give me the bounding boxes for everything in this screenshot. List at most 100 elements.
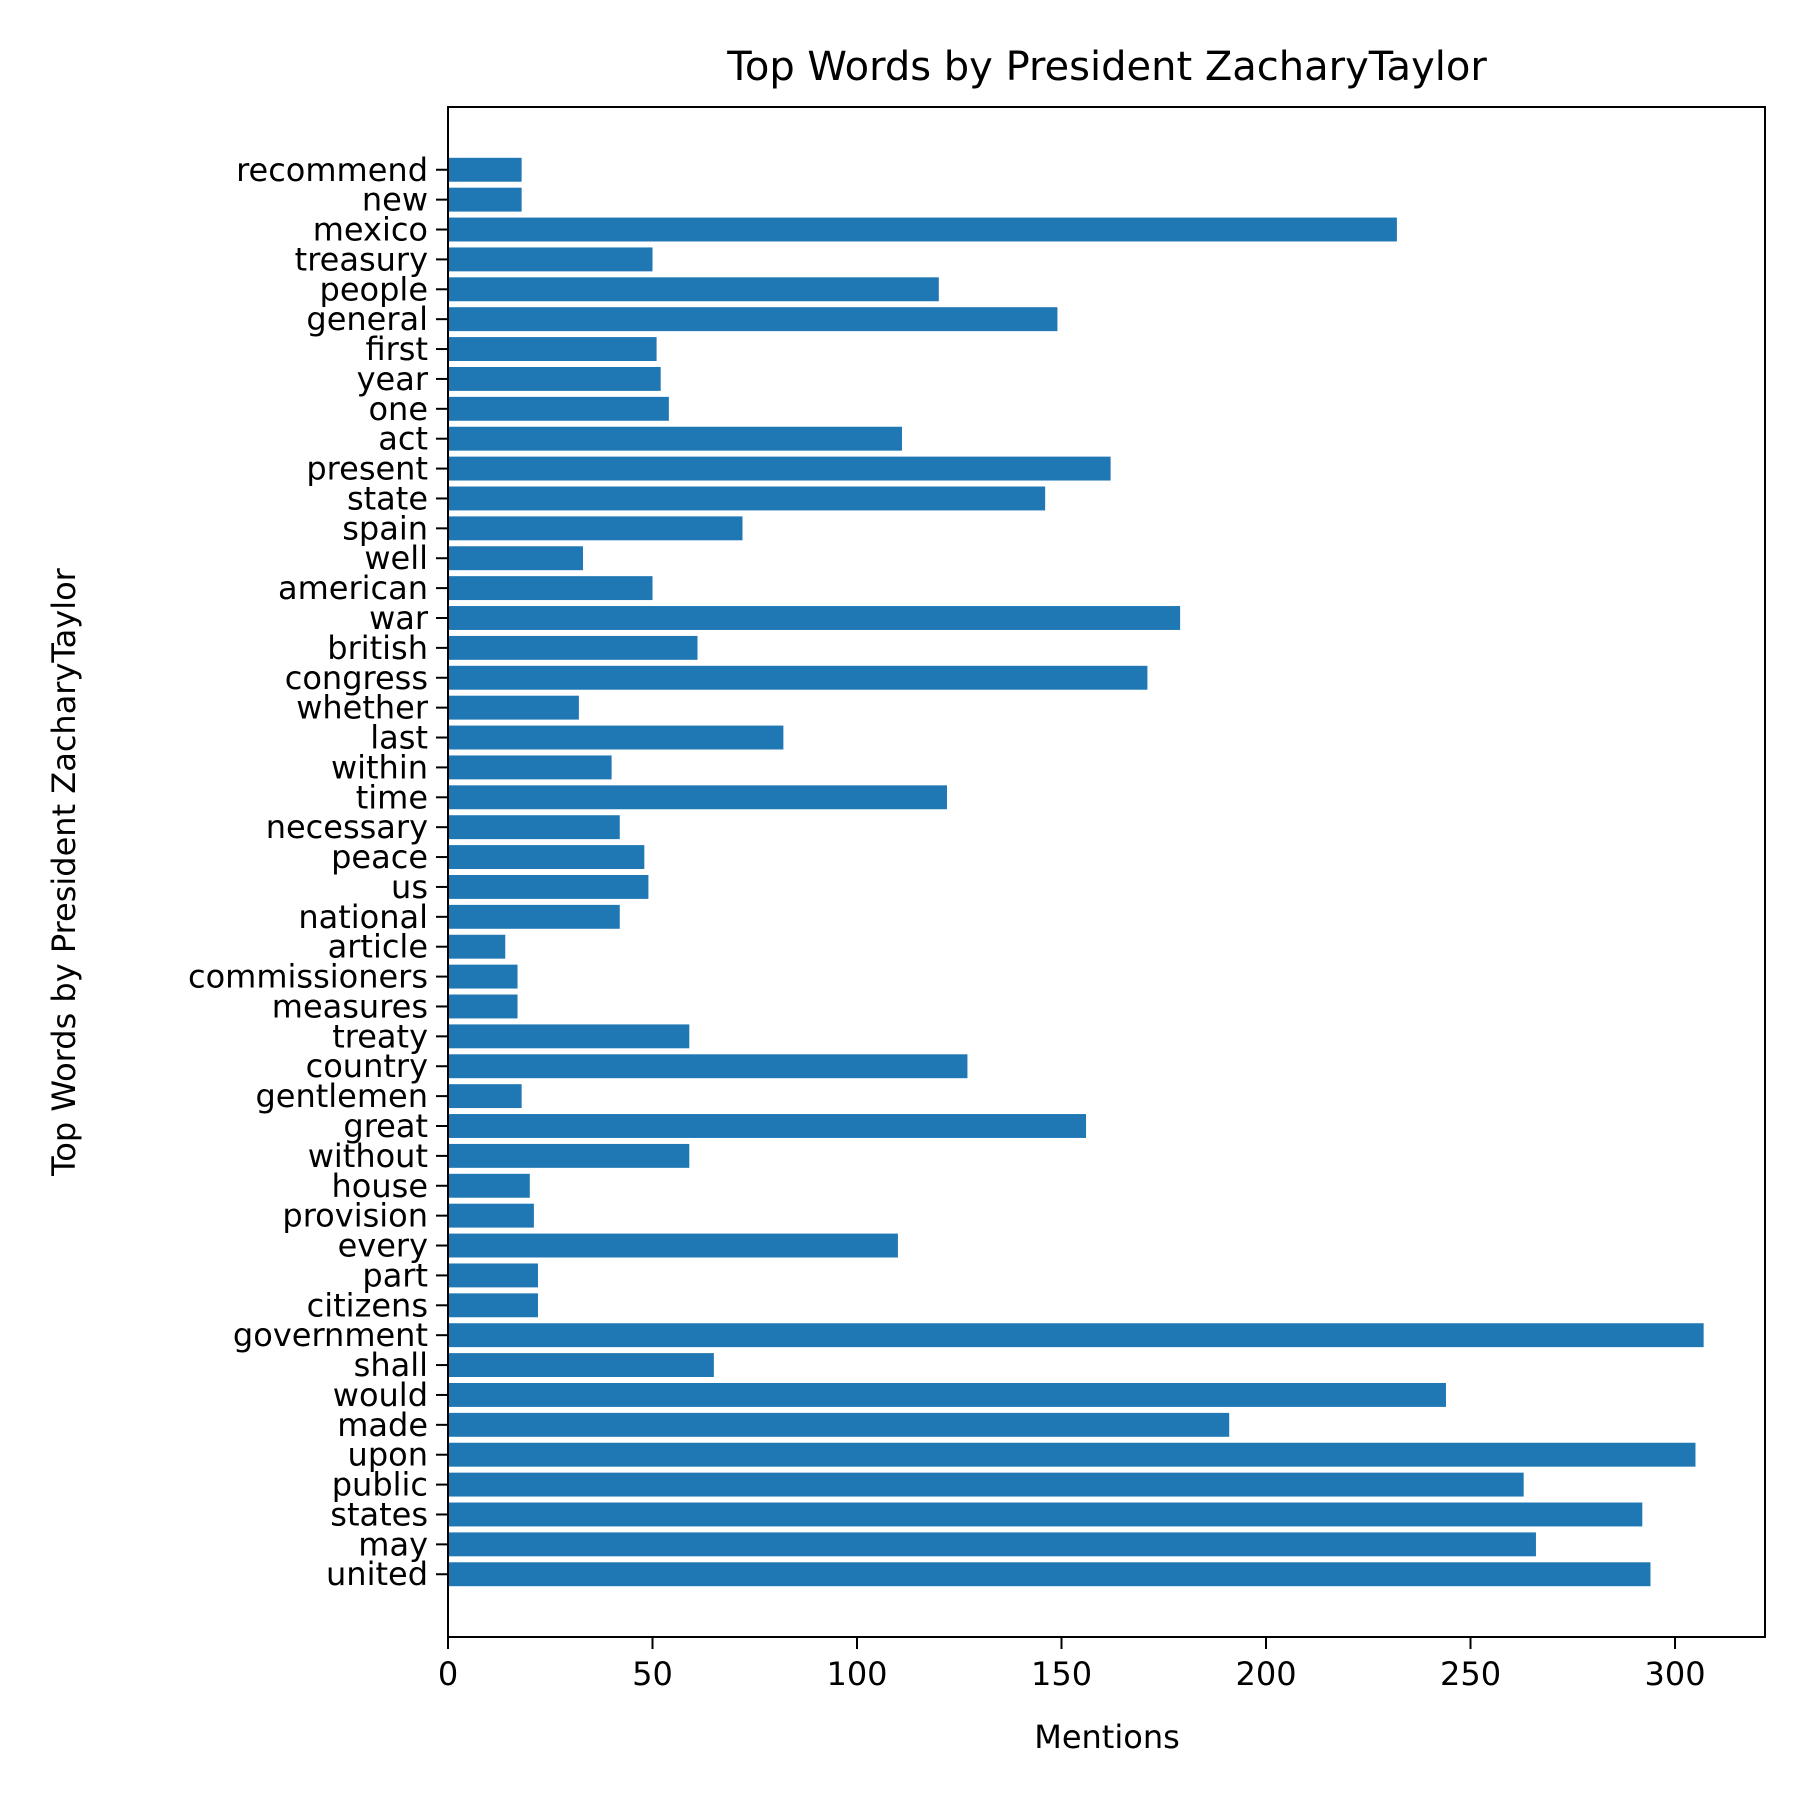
bar-part bbox=[448, 1263, 538, 1288]
x-tick-label-150: 150 bbox=[1031, 1655, 1092, 1693]
bar-upon bbox=[448, 1442, 1696, 1467]
y-tick-label-treasury: treasury bbox=[295, 240, 428, 278]
bar-great bbox=[448, 1114, 1087, 1138]
bar-government bbox=[448, 1323, 1704, 1348]
x-tick-label-0: 0 bbox=[438, 1655, 458, 1693]
y-tick-label-commissioners: commissioners bbox=[188, 958, 428, 996]
x-tick-label-100: 100 bbox=[826, 1655, 887, 1693]
y-tick-label-congress: congress bbox=[285, 659, 428, 697]
y-tick-label-peace: peace bbox=[331, 838, 428, 876]
y-tick-label-provision: provision bbox=[282, 1197, 428, 1235]
y-tick-label-shall: shall bbox=[354, 1346, 428, 1384]
bar-spain bbox=[448, 516, 743, 541]
bar-state bbox=[448, 486, 1046, 511]
bar-first bbox=[448, 337, 657, 362]
bar-time bbox=[448, 785, 947, 810]
bar-within bbox=[448, 755, 612, 780]
bar-year bbox=[448, 366, 661, 391]
y-tick-label-gentlemen: gentlemen bbox=[255, 1077, 428, 1115]
y-tick-label-may: may bbox=[358, 1525, 428, 1563]
bar-states bbox=[448, 1502, 1643, 1527]
y-tick-label-national: national bbox=[298, 898, 428, 936]
y-tick-label-house: house bbox=[332, 1167, 429, 1205]
y-tick-label-country: country bbox=[306, 1047, 428, 1085]
bar-house bbox=[448, 1173, 530, 1198]
y-tick-label-us: us bbox=[391, 868, 428, 906]
bar-well bbox=[448, 546, 583, 571]
bar-last bbox=[448, 725, 784, 750]
y-tick-label-people: people bbox=[320, 270, 428, 308]
y-axis-label: Top Words by President ZacharyTaylor bbox=[45, 567, 83, 1177]
y-tick-label-spain: spain bbox=[342, 509, 428, 547]
y-tick-label-whether: whether bbox=[296, 689, 429, 727]
bar-citizens bbox=[448, 1293, 538, 1318]
bar-one bbox=[448, 396, 669, 421]
bar-united bbox=[448, 1562, 1651, 1587]
bar-measures bbox=[448, 994, 518, 1019]
x-tick-label-200: 200 bbox=[1235, 1655, 1296, 1693]
bar-us bbox=[448, 874, 649, 899]
y-tick-label-article: article bbox=[328, 928, 428, 966]
bar-commissioners bbox=[448, 964, 518, 989]
y-tick-label-general: general bbox=[306, 300, 428, 338]
bar-british bbox=[448, 635, 698, 660]
y-tick-label-states: states bbox=[330, 1495, 428, 1533]
bar-public bbox=[448, 1472, 1524, 1497]
bar-people bbox=[448, 277, 939, 302]
bar-provision bbox=[448, 1203, 534, 1228]
chart-title: Top Words by President ZacharyTaylor bbox=[726, 44, 1487, 90]
bar-present bbox=[448, 456, 1111, 481]
y-tick-label-government: government bbox=[233, 1316, 428, 1354]
y-axis-ticks: unitedmaystatespublicuponmadewouldshallg… bbox=[188, 151, 448, 1593]
y-tick-label-made: made bbox=[337, 1406, 428, 1444]
y-tick-label-measures: measures bbox=[272, 987, 428, 1025]
y-tick-label-year: year bbox=[357, 360, 429, 398]
x-tick-label-250: 250 bbox=[1440, 1655, 1501, 1693]
y-tick-label-war: war bbox=[369, 599, 429, 637]
y-tick-label-necessary: necessary bbox=[266, 808, 428, 846]
y-tick-label-time: time bbox=[356, 778, 428, 816]
bar-mexico bbox=[448, 217, 1397, 242]
bar-congress bbox=[448, 665, 1148, 690]
bar-new bbox=[448, 187, 522, 212]
y-tick-label-public: public bbox=[332, 1466, 428, 1504]
y-tick-label-great: great bbox=[343, 1107, 428, 1145]
bars-group bbox=[448, 157, 1704, 1587]
y-tick-label-first: first bbox=[365, 330, 428, 368]
x-tick-label-50: 50 bbox=[632, 1655, 673, 1693]
y-tick-label-well: well bbox=[364, 539, 428, 577]
y-tick-label-last: last bbox=[370, 719, 428, 757]
bar-made bbox=[448, 1412, 1230, 1437]
y-tick-label-recommend: recommend bbox=[236, 151, 428, 189]
y-tick-label-would: would bbox=[333, 1376, 428, 1414]
y-tick-label-one: one bbox=[368, 390, 428, 428]
y-tick-label-mexico: mexico bbox=[313, 211, 428, 249]
y-tick-label-upon: upon bbox=[348, 1436, 428, 1474]
x-axis-label: Mentions bbox=[1034, 1718, 1180, 1756]
y-tick-label-american: american bbox=[278, 569, 428, 607]
bar-country bbox=[448, 1054, 968, 1079]
y-tick-label-act: act bbox=[378, 420, 428, 458]
bar-war bbox=[448, 606, 1181, 630]
x-axis-ticks: 0 50 100 150 200 250 300 bbox=[438, 1637, 1706, 1693]
bar-act bbox=[448, 426, 902, 451]
bar-necessary bbox=[448, 815, 620, 840]
bar-american bbox=[448, 576, 653, 601]
y-tick-label-state: state bbox=[347, 479, 428, 517]
bar-shall bbox=[448, 1353, 714, 1378]
x-tick-label-300: 300 bbox=[1644, 1655, 1705, 1693]
y-tick-label-within: within bbox=[331, 748, 428, 786]
bar-whether bbox=[448, 695, 579, 720]
y-tick-label-present: present bbox=[306, 450, 428, 488]
y-tick-label-united: united bbox=[326, 1555, 428, 1593]
bar-general bbox=[448, 307, 1058, 332]
plot-frame bbox=[447, 106, 1766, 1638]
bar-may bbox=[448, 1532, 1536, 1557]
y-tick-label-every: every bbox=[338, 1227, 428, 1265]
y-tick-label-citizens: citizens bbox=[307, 1286, 428, 1324]
bar-national bbox=[448, 904, 620, 929]
y-tick-label-british: british bbox=[327, 629, 428, 667]
y-tick-label-treaty: treaty bbox=[332, 1017, 428, 1055]
bar-treaty bbox=[448, 1024, 690, 1049]
